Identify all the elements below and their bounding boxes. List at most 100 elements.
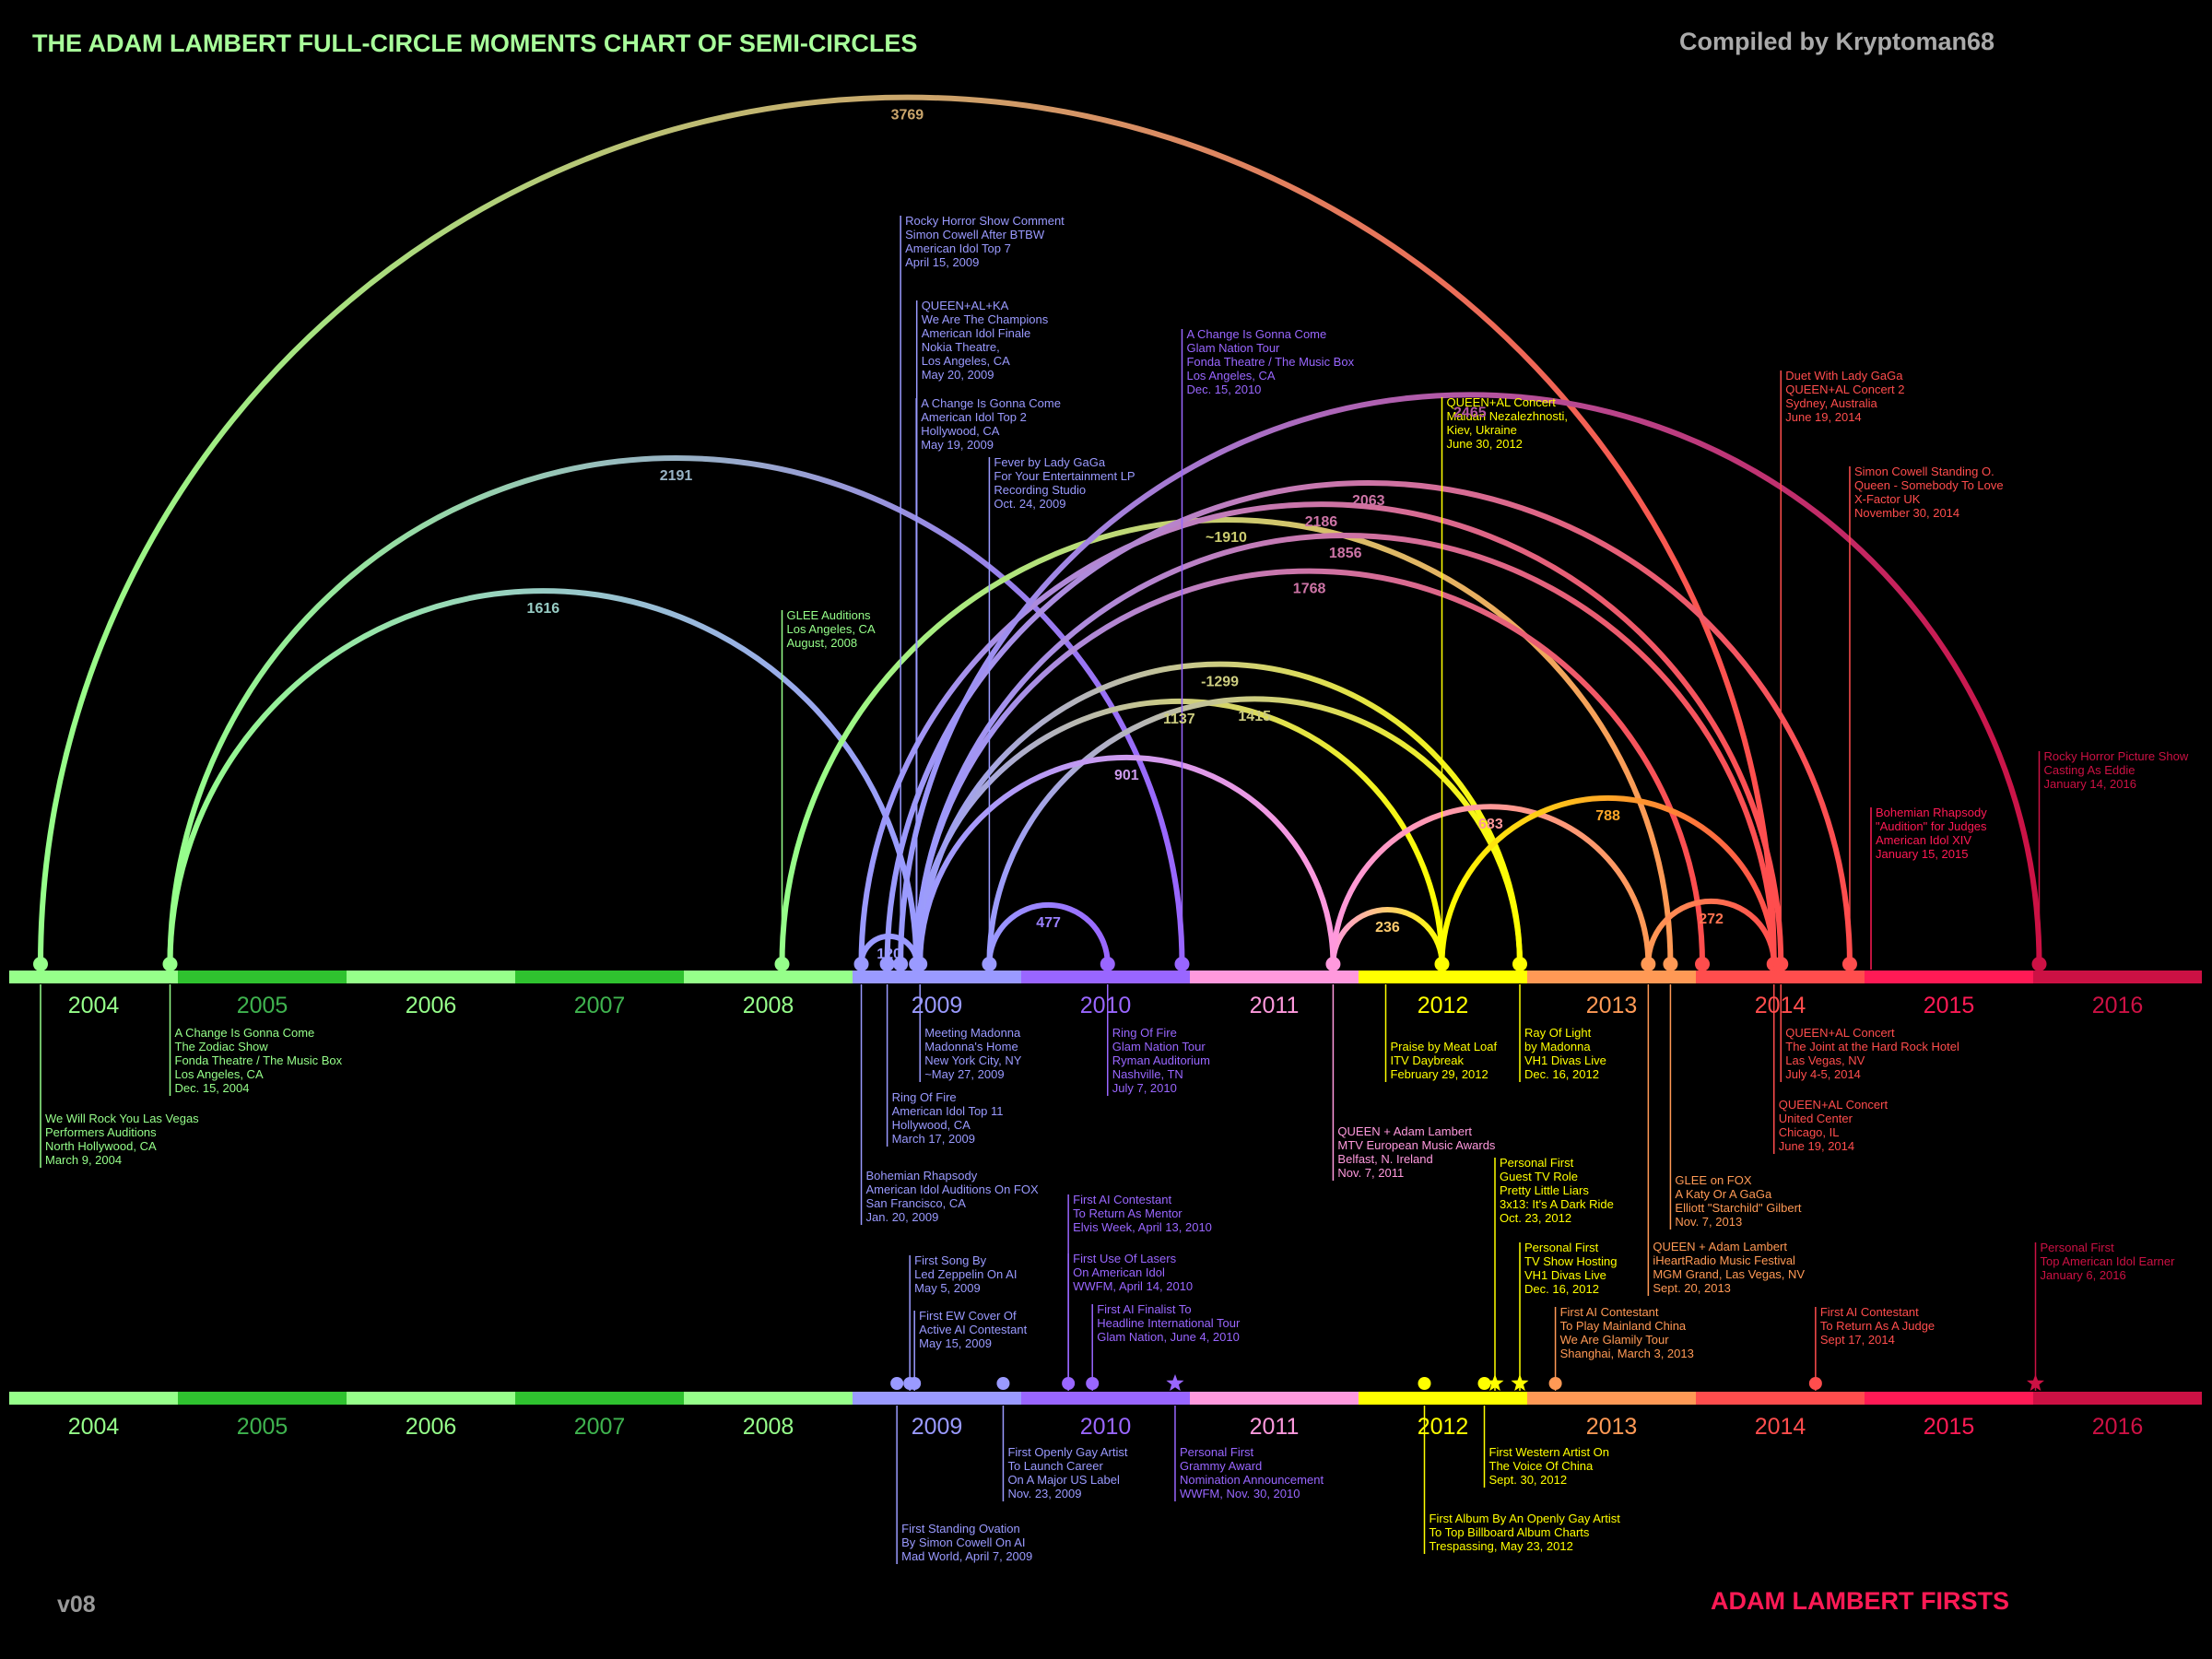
arc-endpoint-marker <box>853 957 869 971</box>
firsts-event-text: By Simon Cowell On AI <box>901 1535 1025 1549</box>
arc-16 <box>1330 804 1652 965</box>
version-label: v08 <box>57 1592 96 1618</box>
arc-endpoint-marker <box>1841 957 1857 971</box>
firsts-star-marker <box>1511 1374 1529 1392</box>
arc-endpoint-marker <box>912 957 928 971</box>
arc-2 <box>167 588 920 965</box>
arc-label: 1137 <box>1163 712 1195 727</box>
firsts-event-text: First Album By An Openly Gay Artist <box>1430 1512 1621 1525</box>
arc-label: 2186 <box>1305 514 1338 530</box>
year-bar-segment <box>1190 1392 1359 1405</box>
year-label: 2016 <box>2092 993 2144 1018</box>
top-event-text: GLEE on FOX <box>1675 1173 1751 1187</box>
top-event-text: Nov. 7, 2013 <box>1675 1215 1742 1229</box>
top-event-text: VH1 Divas Live <box>1524 1053 1606 1067</box>
year-label: 2011 <box>1250 993 1300 1018</box>
year-bar-segment <box>1865 1392 2033 1405</box>
top-event-text: February 29, 2012 <box>1391 1067 1488 1081</box>
top-event-text: QUEEN + Adam Lambert <box>1337 1124 1472 1138</box>
firsts-star-marker <box>2027 1374 2044 1392</box>
firsts-event-text: To Return As A Judge <box>1820 1319 1935 1333</box>
top-event-text: Ryman Auditorium <box>1112 1053 1210 1067</box>
year-bar-segment <box>1865 971 2033 983</box>
year-label: 2013 <box>1586 1414 1638 1440</box>
year-bar-segment <box>2033 971 2202 983</box>
firsts-event-text: To Return As Mentor <box>1073 1206 1182 1220</box>
top-event-text: Rocky Horror Picture Show <box>2044 749 2189 763</box>
firsts-circle-marker <box>908 1377 922 1390</box>
top-event-text: Nashville, TN <box>1112 1067 1183 1081</box>
firsts-event-text: Headline International Tour <box>1097 1316 1241 1330</box>
firsts-event-text: VH1 Divas Live <box>1524 1268 1606 1282</box>
firsts-event-text: Oct. 23, 2012 <box>1500 1211 1571 1225</box>
year-bar-segment <box>1696 971 1865 983</box>
top-event-text: Maidan Nezalezhnosti, <box>1447 409 1569 423</box>
arc-endpoint-marker <box>1434 957 1450 971</box>
top-event-text: Casting As Eddie <box>2044 763 2136 777</box>
top-event-text: North Hollywood, CA <box>45 1139 157 1153</box>
year-label: 2008 <box>743 993 794 1018</box>
year-bar-segment <box>853 971 1021 983</box>
firsts-event-text: May 15, 2009 <box>919 1336 992 1350</box>
arc-label: 2063 <box>1352 493 1385 509</box>
arc-endpoint-marker <box>1641 957 1656 971</box>
arc-14 <box>986 902 1111 965</box>
arc-18 <box>1645 899 1777 965</box>
firsts-event-text: To Play Mainland China <box>1560 1319 1687 1333</box>
top-event-text: Sydney, Australia <box>1785 396 1877 410</box>
top-event-text: Hollywood, CA <box>892 1118 971 1132</box>
top-event-text: Simon Cowell Standing O. <box>1854 465 1994 478</box>
top-event-text: Oct. 24, 2009 <box>994 497 1065 511</box>
top-event-text: Chicago, IL <box>1779 1125 1840 1139</box>
firsts-event-text: Grammy Award <box>1180 1459 1262 1473</box>
top-event-text: May 19, 2009 <box>921 438 994 452</box>
year-bar-segment <box>1021 971 1190 983</box>
year-label: 2013 <box>1586 993 1638 1018</box>
arc-label: 120 <box>877 947 901 962</box>
year-bar-segment <box>1359 1392 1527 1405</box>
firsts-event-text: Led Zeppelin On AI <box>914 1267 1017 1281</box>
top-event-text: Fever by Lady GaGa <box>994 455 1105 469</box>
top-event-text: Los Angeles, CA <box>175 1067 264 1081</box>
arc-label: -1299 <box>1201 675 1239 690</box>
arc-label: 3769 <box>891 108 924 124</box>
arc-label: 2191 <box>660 468 693 484</box>
arc-endpoint-marker <box>879 957 895 971</box>
firsts-event-text: To Top Billboard Album Charts <box>1430 1525 1590 1539</box>
firsts-circle-marker <box>1477 1377 1491 1390</box>
firsts-event-text: First Song By <box>914 1253 987 1267</box>
arc-endpoint-marker <box>1512 957 1527 971</box>
top-event-text: American Idol XIV <box>1876 833 1971 847</box>
year-bar-segment <box>347 1392 515 1405</box>
year-label: 2015 <box>1924 1414 1975 1440</box>
arc-15 <box>1330 907 1445 965</box>
top-event-text: Los Angeles, CA <box>787 622 876 636</box>
year-label: 2004 <box>68 993 120 1018</box>
firsts-event-text: First Openly Gay Artist <box>1007 1445 1127 1459</box>
year-label: 2012 <box>1418 993 1469 1018</box>
year-label: 2005 <box>237 993 288 1018</box>
top-event-text: X-Factor UK <box>1854 492 1921 506</box>
firsts-event-text: Sept 17, 2014 <box>1820 1333 1895 1347</box>
arc-endpoint-marker <box>2031 957 2047 971</box>
top-event-text: The Zodiac Show <box>175 1040 269 1053</box>
top-event-text: American Idol Top 11 <box>892 1104 1004 1118</box>
year-bar-segment <box>684 1392 853 1405</box>
top-event-text: Praise by Meat Loaf <box>1391 1040 1498 1053</box>
year-label: 2015 <box>1924 993 1975 1018</box>
arc-endpoint-marker <box>1695 957 1711 971</box>
top-event-text: Glam Nation Tour <box>1186 341 1280 355</box>
year-bar-segment <box>178 1392 347 1405</box>
top-event-text: Kiev, Ukraine <box>1447 423 1517 437</box>
firsts-event-text: First AI Finalist To <box>1097 1302 1191 1316</box>
year-label: 2006 <box>406 1414 457 1440</box>
firsts-event-text: We Are Glamily Tour <box>1560 1333 1670 1347</box>
firsts-circle-marker <box>890 1377 904 1390</box>
arc-6 <box>884 479 1853 965</box>
top-event-text: July 7, 2010 <box>1112 1081 1177 1095</box>
arc-label: 1856 <box>1329 546 1362 561</box>
arc-endpoint-marker <box>982 957 997 971</box>
firsts-event-text: First AI Contestant <box>1560 1305 1659 1319</box>
top-event-text: March 9, 2004 <box>45 1153 122 1167</box>
firsts-event-text: May 5, 2009 <box>914 1281 981 1295</box>
